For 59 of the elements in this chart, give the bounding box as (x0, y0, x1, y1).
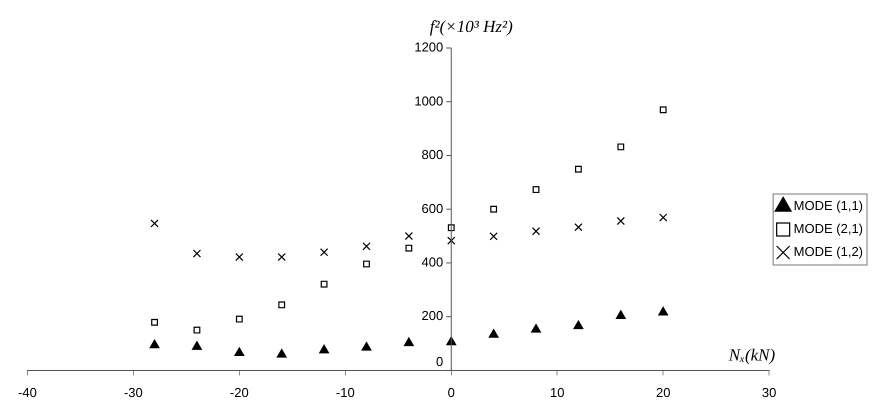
y-tick-label: 800 (422, 147, 444, 162)
x-tick-label: -10 (336, 384, 355, 400)
point (234, 347, 244, 356)
y-tick-label: 600 (422, 200, 444, 216)
x-tick-label: 10 (550, 384, 564, 400)
x-tick-label: -30 (124, 384, 143, 400)
y-tick-label: 1000 (414, 93, 444, 108)
point (658, 306, 668, 316)
point (660, 106, 667, 114)
x-axis-title: Nₓ(kN) (728, 345, 776, 364)
point (320, 280, 328, 288)
point (488, 329, 499, 338)
point (194, 326, 200, 334)
x-tick-label: 0 (448, 384, 455, 400)
point (490, 206, 498, 213)
point (448, 224, 455, 232)
legend-label: MODE (2,1) (794, 221, 863, 236)
point (404, 337, 414, 346)
point (278, 301, 286, 308)
x-tick-label: -20 (230, 384, 249, 400)
point (446, 336, 456, 346)
point (490, 232, 498, 240)
point (278, 252, 286, 262)
y-axis-title: f²(×10³ Hz²) (430, 16, 514, 36)
point (404, 232, 414, 240)
point (192, 249, 202, 258)
point (617, 143, 624, 150)
point (532, 227, 540, 236)
point (362, 342, 372, 351)
y-tick-label: 400 (422, 254, 444, 270)
point (405, 244, 412, 252)
point (447, 236, 456, 245)
point (616, 216, 625, 226)
point (659, 213, 668, 222)
point (319, 344, 330, 354)
point (532, 186, 540, 194)
point (531, 324, 541, 333)
y-tick-label: 1200 (414, 40, 444, 55)
point (320, 248, 328, 256)
point (192, 341, 202, 350)
legend-label: MODE (1,2) (794, 244, 863, 260)
x-tick-label: 20 (656, 384, 670, 400)
x-tick-label: -40 (18, 384, 37, 400)
point (151, 318, 158, 326)
y-tick-label: 0 (436, 354, 444, 369)
point (276, 348, 287, 358)
point (574, 223, 583, 232)
point (574, 166, 582, 173)
point (363, 260, 370, 268)
point (236, 316, 243, 323)
y-tick-label: 200 (422, 308, 444, 324)
point (235, 252, 244, 262)
point (362, 242, 371, 250)
point (150, 340, 160, 348)
legend-label: MODE (1,1) (794, 198, 863, 214)
point (150, 219, 159, 228)
point (573, 320, 584, 330)
x-tick-label: 30 (762, 384, 776, 400)
point (616, 310, 626, 319)
